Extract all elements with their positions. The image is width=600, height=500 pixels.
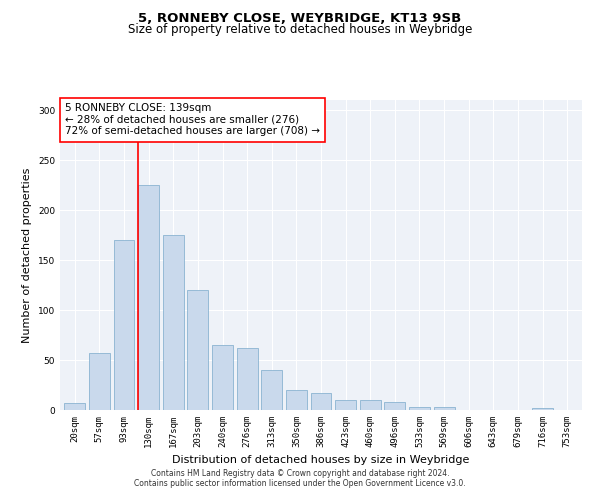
Bar <box>212 345 233 410</box>
Bar <box>113 240 134 410</box>
Text: Size of property relative to detached houses in Weybridge: Size of property relative to detached ho… <box>128 22 472 36</box>
Bar <box>409 407 430 410</box>
Bar <box>532 408 553 410</box>
Bar <box>236 348 257 410</box>
Bar <box>385 402 406 410</box>
Bar <box>311 393 331 410</box>
Bar <box>138 185 159 410</box>
Text: Contains HM Land Registry data © Crown copyright and database right 2024.: Contains HM Land Registry data © Crown c… <box>151 468 449 477</box>
Text: 5 RONNEBY CLOSE: 139sqm
← 28% of detached houses are smaller (276)
72% of semi-d: 5 RONNEBY CLOSE: 139sqm ← 28% of detache… <box>65 103 320 136</box>
Bar <box>360 400 381 410</box>
Bar <box>261 370 282 410</box>
Bar <box>434 407 455 410</box>
Bar <box>335 400 356 410</box>
Text: Contains public sector information licensed under the Open Government Licence v3: Contains public sector information licen… <box>134 478 466 488</box>
Bar <box>187 290 208 410</box>
Y-axis label: Number of detached properties: Number of detached properties <box>22 168 32 342</box>
Bar <box>286 390 307 410</box>
Bar <box>89 353 110 410</box>
X-axis label: Distribution of detached houses by size in Weybridge: Distribution of detached houses by size … <box>172 456 470 466</box>
Bar <box>163 235 184 410</box>
Bar <box>64 403 85 410</box>
Text: 5, RONNEBY CLOSE, WEYBRIDGE, KT13 9SB: 5, RONNEBY CLOSE, WEYBRIDGE, KT13 9SB <box>139 12 461 26</box>
